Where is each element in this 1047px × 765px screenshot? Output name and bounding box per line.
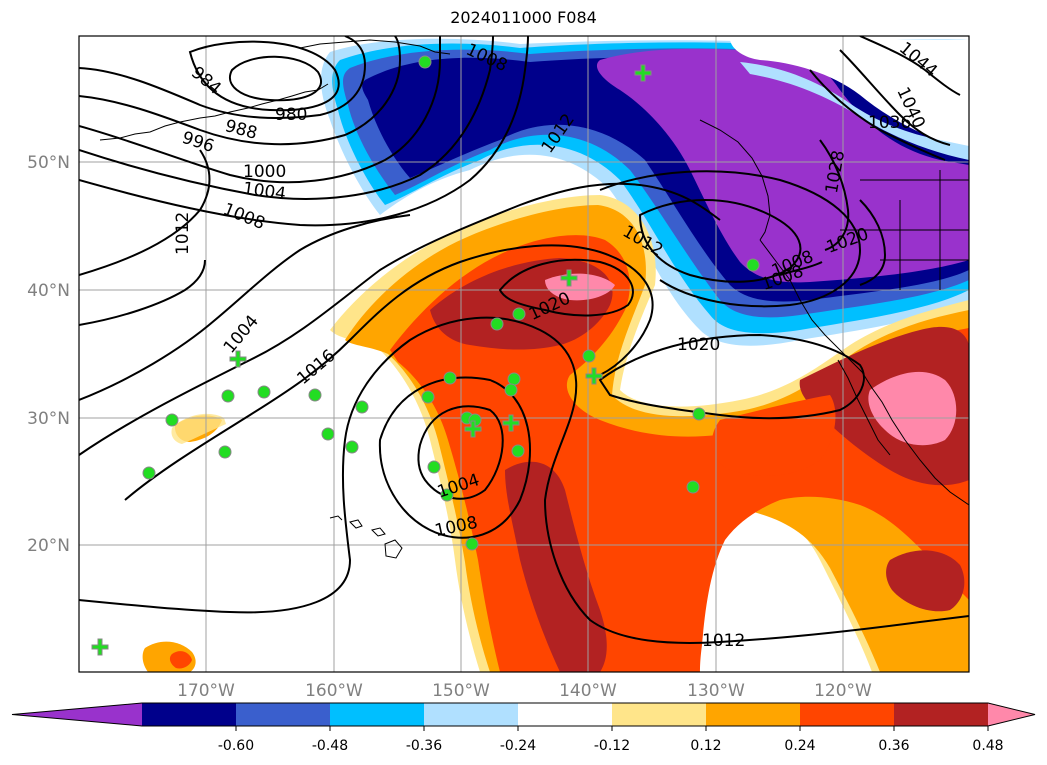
lon-label-160w: 160°W <box>305 681 363 701</box>
hawaii-1 <box>329 515 343 521</box>
us-states-lines <box>840 170 969 290</box>
isobar-alaska-1040 <box>839 49 951 146</box>
colorbar-extension-high <box>988 703 1035 726</box>
isobar-interior-1020 <box>859 199 887 286</box>
lon-label-140w: 140°W <box>559 681 617 701</box>
hawaii-3 <box>371 527 386 537</box>
isobar-996 <box>79 36 402 146</box>
isobar-1008-west <box>79 259 206 326</box>
colorbar-tick-label: 0.12 <box>690 738 721 754</box>
colorbar-segment <box>800 703 895 726</box>
colorbar-segment <box>894 703 989 726</box>
isobar-1000 <box>79 36 441 184</box>
contour-label: 1000 <box>243 162 286 182</box>
colorbar-tick-label: 0.36 <box>878 738 909 754</box>
isobar-interior-1008 <box>779 261 823 276</box>
isobar-1012-west <box>79 149 211 276</box>
latitude-labels: 50°N 40°N 30°N 20°N <box>27 153 70 556</box>
lat-label-50n: 50°N <box>27 153 70 173</box>
baja <box>837 359 891 456</box>
colorbar-segment <box>424 703 519 726</box>
isobar-1012-south <box>79 316 969 644</box>
colorbar: -0.60 -0.48 -0.36 -0.24 -0.12 0.12 0.24 0.36 0.4… <box>11 702 1036 754</box>
contour-label: 1012 <box>173 212 193 255</box>
isobar-984 <box>188 40 340 112</box>
colorbar-outline <box>11 702 1036 727</box>
lat-label-30n: 30°N <box>27 409 70 429</box>
colorbar-segment <box>142 703 237 726</box>
isobar-1008-coast <box>638 199 802 283</box>
colorbar-tick-label: -0.60 <box>218 738 254 754</box>
isobars <box>79 36 969 644</box>
colorbar-segment <box>706 703 801 726</box>
anomaly-white-east-gap <box>711 395 836 476</box>
isobar-1016 <box>124 244 654 501</box>
colorbar-segment <box>330 703 425 726</box>
anomaly-firebrick-se <box>886 550 965 612</box>
anomaly-redorange-sw <box>169 651 192 669</box>
isobar-1004-low <box>417 405 504 500</box>
observation-markers <box>142 55 760 551</box>
contour-label: 980 <box>275 105 307 125</box>
colorbar-tick-label: -0.48 <box>312 738 348 754</box>
anomaly-pale-alaska-edge <box>740 62 969 160</box>
isobar-alaska-1036 <box>809 69 946 161</box>
anomaly-violet-north <box>596 48 969 283</box>
aleutian-chain <box>99 83 329 141</box>
colorbar-extension-low <box>12 703 142 726</box>
contour-label: 1036 <box>868 113 911 133</box>
hawaii-2 <box>349 519 363 529</box>
isobar-1012-mid <box>79 182 721 456</box>
lon-label-150w: 150°W <box>432 681 490 701</box>
lat-label-20n: 20°N <box>27 536 70 556</box>
colorbar-tick-label: -0.36 <box>406 738 442 754</box>
isobar-980-low <box>229 55 322 102</box>
map-title: 2024011000 F084 <box>450 8 597 27</box>
anomaly-firebrick-south <box>505 461 607 672</box>
colorbar-segment <box>236 703 331 726</box>
isobar-988 <box>79 36 367 119</box>
observation-crosses <box>91 64 652 656</box>
hawaii-4 <box>384 539 403 559</box>
isobar-1004-north <box>79 36 494 200</box>
lat-label-40n: 40°N <box>27 281 70 301</box>
isobar-1020-center <box>498 258 634 317</box>
coastlines <box>99 39 969 559</box>
isobar-interior-1028 <box>819 139 850 251</box>
map-frame <box>78 35 970 673</box>
colorbar-segment <box>518 703 613 726</box>
anomaly-pink-east <box>868 371 957 446</box>
longitude-labels: 170°W 160°W 150°W 140°W 130°W 120°W <box>177 681 872 701</box>
west-coast <box>759 239 969 506</box>
contour-label: 1012 <box>702 631 745 651</box>
anomaly-yellow-west-small <box>171 413 226 444</box>
alaska-coast <box>299 39 451 55</box>
map-panel: 984 980 988 996 1000 1004 1008 1012 1008… <box>79 36 969 672</box>
lon-label-130w: 130°W <box>687 681 745 701</box>
colorbar-tick-label: -0.24 <box>500 738 536 754</box>
colorbar-tick-label: 0.24 <box>784 738 815 754</box>
isobar-1012-coast <box>599 170 862 308</box>
isobar-1008-low <box>378 376 531 539</box>
colorbar-tick-label: 0.48 <box>972 738 1003 754</box>
lon-label-170w: 170°W <box>177 681 235 701</box>
isobar-1004-west <box>79 214 411 401</box>
lon-label-120w: 120°W <box>814 681 872 701</box>
colorbar-segment <box>612 703 707 726</box>
isobar-alaska-high-1044 <box>859 36 961 96</box>
colorbar-tick-label: -0.12 <box>594 738 630 754</box>
contour-label: 1020 <box>677 335 720 355</box>
